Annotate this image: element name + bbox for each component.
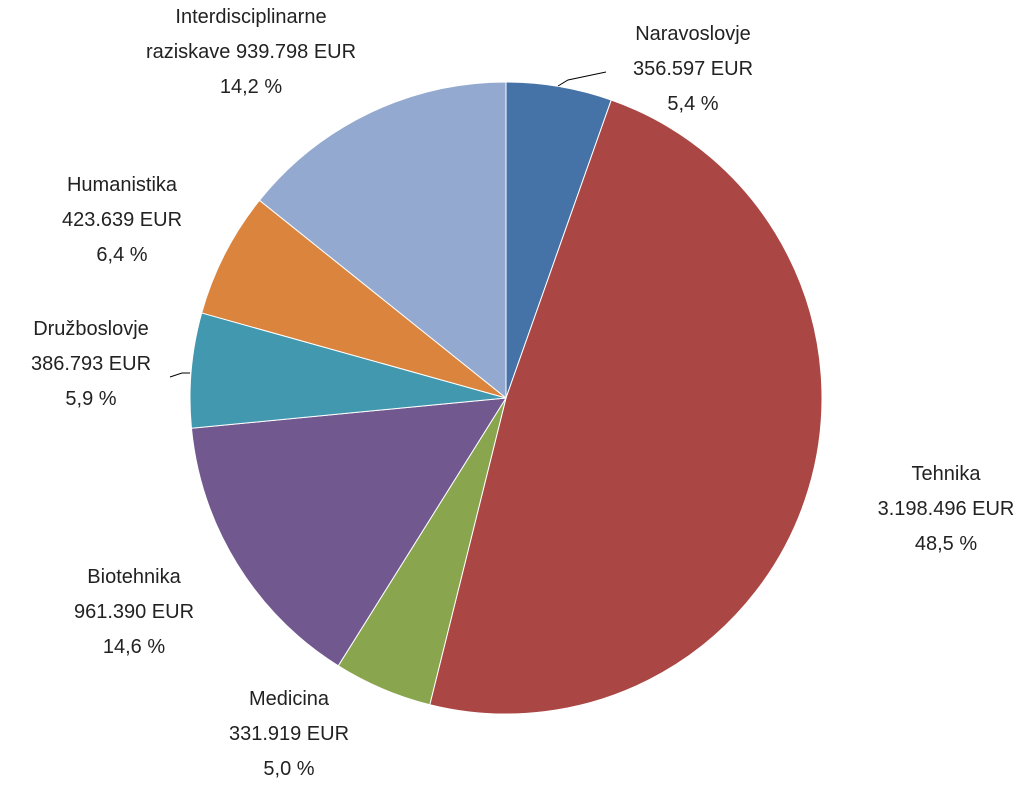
label-text: 5,4 %: [667, 93, 719, 115]
label-text: Humanistika: [66, 174, 178, 196]
slice-label: Humanistika 423.639 EUR 6,4 %: [22, 168, 222, 273]
label-text: 48,5 %: [914, 533, 978, 555]
label-text: Medicina: [248, 688, 330, 710]
leader-line: [169, 372, 190, 378]
pie-slice: [201, 199, 507, 399]
label-text: 961.390 EUR: [73, 601, 195, 623]
label-text: 3.198.496 EUR: [877, 498, 1015, 520]
label-text: 6,4 %: [96, 244, 148, 266]
slice-label: Interdisciplinarne raziskave 939.798 EUR…: [136, 0, 366, 105]
label-text: 5,0 %: [263, 758, 315, 780]
slice-label: Tehnika 3.198.496 EUR 48,5 %: [846, 457, 1019, 562]
label-text: Družboslovje: [33, 318, 149, 340]
label-text: Tehnika: [911, 463, 981, 485]
label-text: 356.597 EUR: [632, 58, 754, 80]
leader-line: [557, 71, 607, 87]
label-text: 386.793 EUR: [30, 353, 152, 375]
slice-label: Družboslovje 386.793 EUR 5,9 %: [0, 312, 191, 417]
pie-slice: [258, 81, 507, 400]
label-text: 939.798 EUR: [235, 41, 357, 63]
slice-label: Medicina 331.919 EUR 5,0 %: [189, 682, 389, 785]
label-text: Naravoslovje: [635, 23, 751, 45]
label-text: 331.919 EUR: [228, 723, 350, 745]
label-text: 14,2 %: [219, 76, 283, 98]
label-text: Interdisciplinarne raziskave: [145, 6, 327, 63]
label-text: Biotehnika: [87, 566, 181, 588]
label-text: 14,6 %: [102, 636, 166, 658]
slice-label: Biotehnika 961.390 EUR 14,6 %: [34, 560, 234, 665]
label-text: 5,9 %: [65, 388, 117, 410]
pie-slice: [429, 99, 823, 715]
pie-slice: [190, 397, 507, 667]
label-text: 423.639 EUR: [61, 209, 183, 231]
slice-label: Naravoslovje 356.597 EUR 5,4 %: [593, 17, 793, 122]
